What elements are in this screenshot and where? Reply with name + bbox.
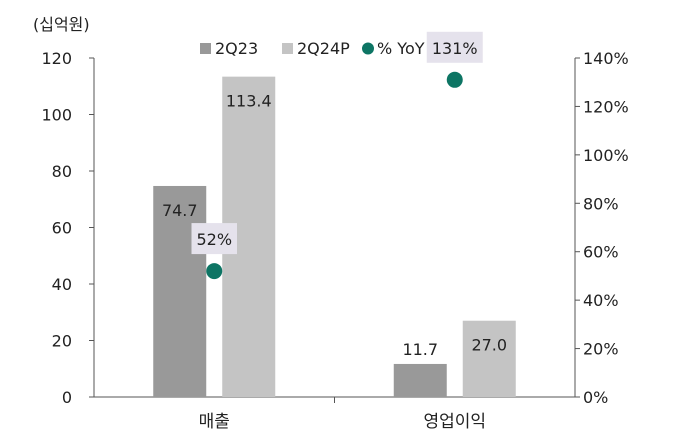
legend-label: 2Q24P: [297, 39, 350, 58]
y-tick-label: 60: [52, 219, 72, 238]
legend: 2Q23 2Q24P% YoY (우): [200, 39, 457, 58]
legend-swatch: [282, 43, 293, 54]
bar-value-label: 27.0: [471, 336, 507, 355]
bar: [153, 185, 207, 397]
y2-tick-label: 120%: [583, 97, 629, 116]
bar-value-label: 113.4: [226, 92, 272, 111]
y2-tick-label: 20%: [583, 340, 619, 359]
y2-tick-label: 100%: [583, 146, 629, 165]
bar: [393, 363, 447, 397]
y2-tick-label: 60%: [583, 243, 619, 262]
y2-tick-label: 80%: [583, 194, 619, 213]
yoy-series: 52% 131%: [191, 31, 483, 280]
x-tick-label: 매출: [199, 412, 230, 432]
y2-tick-label: 40%: [583, 291, 619, 310]
yoy-label-box: [191, 223, 237, 255]
legend-label: 2Q23: [215, 39, 258, 58]
y-tick-label: 80: [52, 162, 72, 181]
legend-swatch: [200, 43, 211, 54]
yoy-label: 131%: [432, 39, 478, 58]
y-tick-label: 20: [52, 332, 72, 351]
bar-value-label: 74.7: [162, 201, 198, 220]
yoy-label-box: [426, 31, 483, 63]
x-tick-label: 영업이익: [423, 412, 486, 432]
y-tick-label: 100: [41, 106, 72, 125]
bar-value-label: 11.7: [402, 340, 438, 359]
y-tick-label: 0: [62, 388, 72, 407]
legend-swatch: [362, 42, 374, 55]
y2-tick-label: 140%: [583, 49, 629, 68]
axes: 0 20 40 60 80 100 120 0% 20% 40% 60% 80% 100% 120% 140…: [41, 49, 628, 432]
y-tick-label: 120: [41, 49, 72, 68]
yoy-point: [446, 71, 463, 88]
bar: [462, 320, 516, 397]
y-tick-label: 40: [52, 275, 72, 294]
unit-label: (십억원): [33, 15, 90, 34]
yoy-label: 52%: [196, 230, 232, 249]
yoy-point: [206, 263, 223, 280]
y2-tick-label: 0%: [583, 388, 608, 407]
